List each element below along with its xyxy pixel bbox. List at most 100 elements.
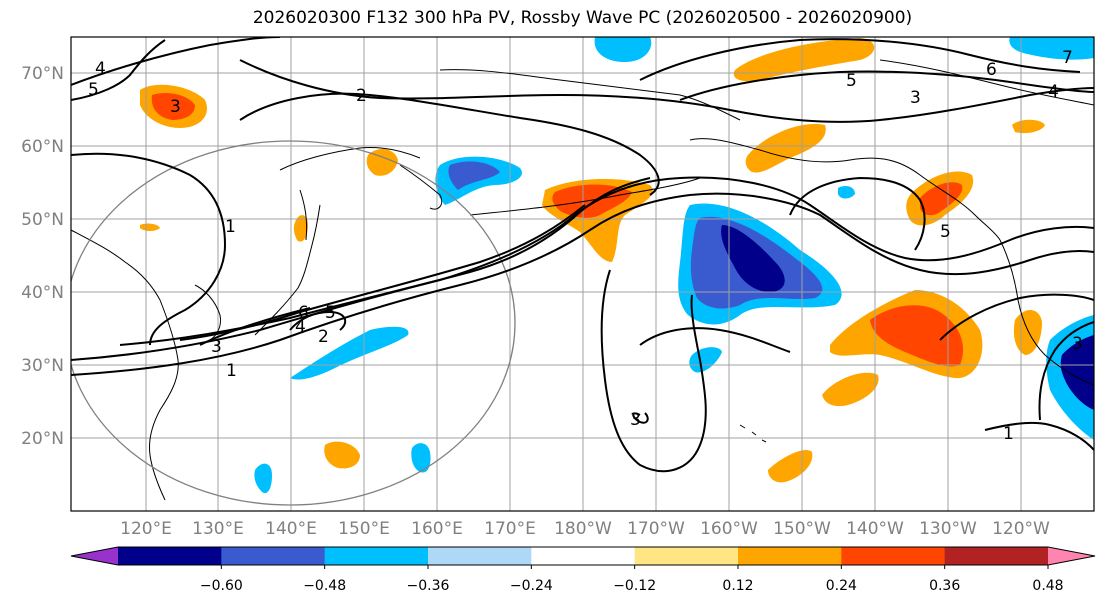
contour-label-5: 1 [225, 217, 236, 237]
lon-label-150e: 150°E [338, 519, 390, 539]
colorbar-segment [324, 547, 429, 565]
contour-label-3: 3 [170, 97, 181, 117]
coast-okhotsk [279, 147, 421, 171]
pv-contour-15 [939, 293, 1094, 341]
contour-labels: 4 5 3 2 1 6 2 5 4 3 1 5 3 1 5 3 4 3 7 6 [88, 48, 1083, 444]
region-circle [71, 140, 516, 506]
colorbar-segment [428, 547, 532, 565]
negative-anomaly-top-right [1009, 37, 1094, 60]
colorbar-tick-label: −0.48 [303, 578, 346, 594]
negative-anomaly-south-japan [290, 326, 409, 380]
contour-label-16: 3 [1072, 334, 1083, 354]
pv-contour-6 [239, 92, 660, 196]
lat-label-40n: 40°N [21, 283, 64, 303]
lon-label-120e: 120°E [120, 519, 172, 539]
positive-anomaly-hawaii-east [768, 450, 813, 483]
positive-anomaly-ne-pacific-core [870, 305, 964, 367]
contour-label-20: 6 [986, 60, 997, 80]
negative-anomaly-kamchatka-core [448, 161, 500, 190]
colorbar-tick-label: 0.36 [929, 578, 960, 594]
lon-label-160e: 160°E [411, 519, 463, 539]
negative-anomaly-mid-pacific-small [411, 443, 431, 473]
contour-label-10: 3 [211, 337, 222, 357]
colorbar-extend-min [71, 547, 118, 565]
pv-contour-19 [199, 307, 311, 346]
lon-label-130e: 130°E [192, 519, 244, 539]
negative-anomaly-north-pacific-small [689, 347, 722, 373]
contour-label-12: 5 [846, 71, 857, 91]
colorbar-tick-label: 0.24 [826, 578, 857, 594]
positive-anomaly-hawaii-north [822, 372, 879, 407]
positive-anomaly-japan-sea [293, 215, 308, 242]
map-title: 2026020300 F132 300 hPa PV, Rossby Wave … [252, 8, 913, 28]
colorbar-segment [738, 547, 842, 565]
pv-contours [71, 37, 1094, 473]
colorbar-tick-label: −0.60 [200, 578, 243, 594]
contour-label-2: 5 [88, 80, 99, 100]
lat-label-20n: 20°N [21, 429, 64, 449]
positive-anomaly-arctic [733, 38, 875, 82]
pv-contour-20 [632, 412, 649, 424]
pv-contour-11 [679, 70, 1094, 101]
pv-contour-10 [639, 38, 1081, 81]
pv-contour-3 [119, 177, 651, 346]
colorbar-tick-label: 0.48 [1032, 578, 1063, 594]
coastlines [71, 59, 1094, 501]
positive-anomaly-bering [745, 124, 826, 173]
contour-label-6: 6 [298, 303, 309, 323]
pv-contour-18 [289, 310, 347, 331]
colorbar-outline [70, 546, 1096, 566]
coast-japan [254, 204, 321, 336]
contour-label-13: 3 [910, 88, 921, 108]
contour-label-19: 7 [1062, 48, 1073, 68]
contour-label-7: 2 [318, 327, 329, 347]
contour-label-8: 5 [325, 303, 336, 323]
coast-sakhalin [299, 189, 308, 241]
colorbar-segment [944, 547, 1049, 565]
colorbar-segment [841, 547, 946, 565]
pv-contour-5 [71, 152, 227, 346]
negative-anomaly-central-pacific-core [721, 225, 785, 292]
pv-contour-7 [71, 37, 281, 86]
coast-arctic [439, 69, 741, 121]
contour-label-11: 1 [226, 361, 237, 381]
lon-label-120w: 120°W [992, 519, 1050, 539]
negative-anomaly-east-pacific-core [1060, 335, 1094, 410]
lat-label-50n: 50°N [21, 210, 64, 230]
pv-contour-9 [239, 59, 1094, 123]
colorbar-segment [531, 547, 636, 565]
negative-anomaly-west-pacific-small [254, 463, 272, 494]
map-border [70, 36, 1095, 512]
coast-kamchatka [399, 164, 443, 210]
negative-anomaly-gulf-alaska-small [838, 186, 855, 199]
coast-alaska [689, 138, 1001, 241]
lat-label-70n: 70°N [21, 64, 64, 84]
positive-anomaly-east-china [140, 223, 160, 231]
colorbar-segment [221, 547, 326, 565]
positive-anomaly-alaska-core [920, 182, 963, 216]
contour-label-15: 5 [940, 222, 951, 242]
contour-label-17: 4 [1048, 82, 1059, 102]
longitude-labels: 120°E 130°E 140°E 150°E 160°E 170°E 180°… [120, 519, 1050, 539]
pv-contour-2 [71, 176, 1094, 361]
coast-arctic-east [879, 59, 1094, 106]
colorbar-tick-label: 0.12 [722, 578, 753, 594]
contour-label-18: 3 [630, 410, 641, 430]
colorbar-tick-label: −0.36 [407, 578, 450, 594]
colorbar: −0.60 −0.48 −0.36 −0.24 −0.12 0.12 0.24 0.36 0.4… [70, 546, 1096, 594]
colorbar-tick-label: −0.24 [510, 578, 553, 594]
contour-label-14: 1 [1003, 424, 1014, 444]
positive-anomaly-okhotsk [366, 148, 398, 176]
pv-contour-16 [984, 421, 1094, 451]
lon-label-170e: 170°E [484, 519, 536, 539]
positive-anomaly-siberia-core [151, 93, 195, 120]
negative-anomaly-arctic [594, 37, 652, 62]
lon-label-130w: 130°W [919, 519, 977, 539]
contour-label-1: 4 [95, 59, 106, 79]
colorbar-extend-max [1048, 547, 1095, 565]
coast-north-america [999, 239, 1094, 386]
colorbar-segment [118, 547, 222, 565]
lon-label-150w: 150°W [773, 519, 831, 539]
coast-hawaii [739, 424, 767, 443]
